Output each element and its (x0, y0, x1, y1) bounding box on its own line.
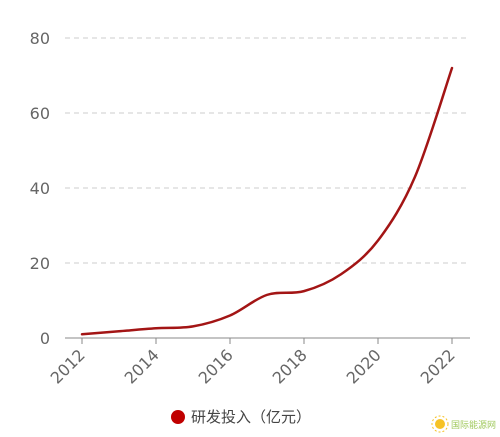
data-point[interactable] (375, 238, 381, 244)
x-tick-label: 2020 (343, 345, 385, 387)
x-tick-label: 2014 (121, 345, 163, 387)
y-axis-ticks: 0 20 40 60 80 (30, 29, 50, 348)
y-tick-label: 20 (30, 254, 50, 273)
data-point[interactable] (338, 271, 344, 277)
grid-lines (65, 37, 470, 264)
y-tick-label: 0 (40, 329, 50, 348)
series-line-0[interactable] (80, 66, 454, 336)
x-axis-ticks: 2012 2014 2016 2018 2020 2022 (47, 338, 459, 388)
y-tick-label: 40 (30, 179, 50, 198)
x-tick-label: 2022 (417, 345, 459, 387)
watermark: 国际能源网 (431, 415, 496, 433)
y-tick-label: 80 (30, 29, 50, 48)
legend[interactable]: 研发投入（亿元） (171, 408, 311, 426)
legend-marker (171, 410, 185, 424)
data-point[interactable] (79, 331, 85, 337)
data-point[interactable] (116, 328, 122, 334)
x-tick-label: 2016 (195, 345, 237, 387)
data-point[interactable] (449, 65, 455, 71)
data-point[interactable] (153, 325, 159, 331)
data-point[interactable] (412, 174, 418, 180)
data-point[interactable] (227, 313, 233, 319)
y-tick-label: 60 (30, 104, 50, 123)
watermark-text: 国际能源网 (451, 419, 496, 431)
series-layer (79, 65, 455, 337)
x-tick-label: 2018 (269, 345, 311, 387)
sun-logo-icon (431, 415, 449, 433)
x-tick-label: 2012 (47, 345, 89, 387)
data-point[interactable] (264, 292, 270, 298)
data-point[interactable] (190, 323, 196, 329)
legend-label: 研发投入（亿元） (191, 408, 311, 426)
data-point[interactable] (301, 288, 307, 294)
